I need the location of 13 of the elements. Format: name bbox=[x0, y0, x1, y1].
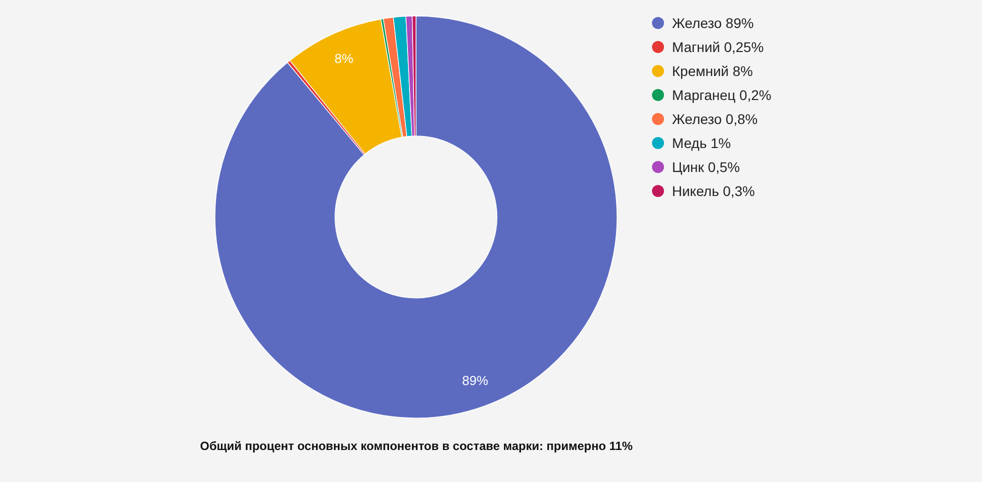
legend-label: Магний 0,25% bbox=[672, 38, 764, 55]
legend-label: Марганец 0,2% bbox=[672, 86, 772, 103]
donut-slice bbox=[214, 16, 618, 418]
legend-label: Кремний 8% bbox=[672, 62, 753, 79]
data-label: 89% bbox=[462, 373, 489, 388]
legend-label: Никель 0,3% bbox=[672, 182, 755, 199]
text: Общий процент основных компонентов в составе марки: примерно 11% bbox=[200, 439, 633, 453]
legend-label: Медь 1% bbox=[672, 134, 731, 151]
legend-label: Железо 89% bbox=[672, 14, 754, 31]
legend-label: Цинк 0,5% bbox=[672, 158, 740, 175]
data-label: 8% bbox=[334, 51, 354, 66]
donut-slice bbox=[290, 18, 402, 154]
legend-label: Железо 0,8% bbox=[672, 110, 758, 127]
